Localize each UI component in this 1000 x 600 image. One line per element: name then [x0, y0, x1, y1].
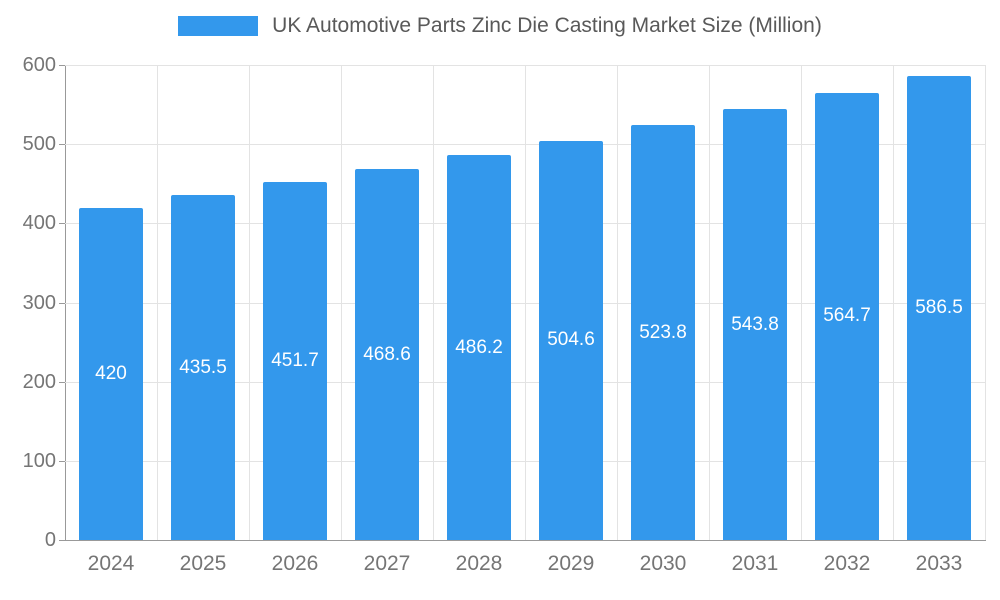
v-gridline — [525, 65, 526, 540]
bar-value-label: 451.7 — [271, 350, 319, 372]
bar[interactable]: 564.7 — [814, 92, 880, 540]
x-tick-label: 2033 — [915, 552, 963, 575]
bar[interactable]: 468.6 — [354, 169, 420, 540]
bar[interactable]: 504.6 — [538, 140, 604, 540]
bar[interactable]: 523.8 — [630, 125, 696, 540]
bar[interactable]: 451.7 — [262, 182, 328, 540]
bar-value-label: 523.8 — [639, 321, 687, 343]
y-tick-mark — [59, 540, 65, 541]
y-tick-label: 0 — [44, 529, 56, 551]
y-tick-label: 600 — [22, 54, 56, 76]
y-tick-label: 500 — [22, 133, 56, 156]
x-axis-line — [65, 540, 986, 541]
y-tick-mark — [59, 302, 65, 304]
bar-value-label: 543.8 — [731, 313, 779, 335]
v-gridline — [341, 65, 342, 540]
x-tick-label: 2031 — [731, 552, 779, 575]
bar[interactable]: 435.5 — [170, 195, 236, 540]
v-gridline — [249, 65, 250, 540]
y-tick-mark — [59, 65, 65, 66]
x-tick-label: 2026 — [271, 552, 319, 575]
chart-title: UK Automotive Parts Zinc Die Casting Mar… — [272, 14, 822, 37]
bar[interactable]: 543.8 — [722, 109, 788, 540]
bar[interactable]: 420 — [78, 207, 144, 540]
bar-value-label: 564.7 — [823, 305, 871, 327]
y-tick-mark — [59, 381, 65, 383]
x-tick-label: 2025 — [179, 552, 227, 575]
v-gridline — [801, 65, 802, 540]
v-gridline — [157, 65, 158, 540]
bar-value-label: 586.5 — [915, 296, 963, 318]
x-tick-label: 2028 — [455, 552, 503, 575]
bar[interactable]: 586.5 — [906, 75, 972, 540]
v-gridline — [433, 65, 434, 540]
x-tick-label: 2027 — [363, 552, 411, 575]
y-tick-mark — [59, 223, 65, 225]
y-tick-label: 200 — [22, 370, 56, 393]
x-tick-label: 2029 — [547, 552, 595, 575]
y-tick-mark — [59, 144, 65, 146]
y-tick-label: 400 — [22, 212, 56, 235]
bar-value-label: 486.2 — [455, 336, 503, 358]
v-gridline — [985, 65, 986, 540]
legend[interactable]: UK Automotive Parts Zinc Die Casting Mar… — [0, 14, 1000, 38]
y-tick-mark — [59, 460, 65, 462]
x-tick-label: 2032 — [823, 552, 871, 575]
bar[interactable]: 486.2 — [446, 155, 512, 540]
v-gridline — [893, 65, 894, 540]
bar-value-label: 504.6 — [547, 329, 595, 351]
x-tick-label: 2024 — [87, 552, 135, 575]
v-gridline — [709, 65, 710, 540]
legend-swatch[interactable] — [178, 16, 259, 36]
plot-area: 420 435.5 451.7 468.6 486.2 504.6 523.8 543.8 56… — [65, 65, 986, 540]
x-tick-label: 2030 — [639, 552, 687, 575]
bar-value-label: 468.6 — [363, 343, 411, 365]
v-gridline — [617, 65, 618, 540]
y-tick-label: 100 — [22, 449, 56, 472]
bar-value-label: 420 — [95, 362, 127, 384]
y-tick-label: 300 — [22, 291, 56, 314]
bar-value-label: 435.5 — [179, 356, 227, 378]
